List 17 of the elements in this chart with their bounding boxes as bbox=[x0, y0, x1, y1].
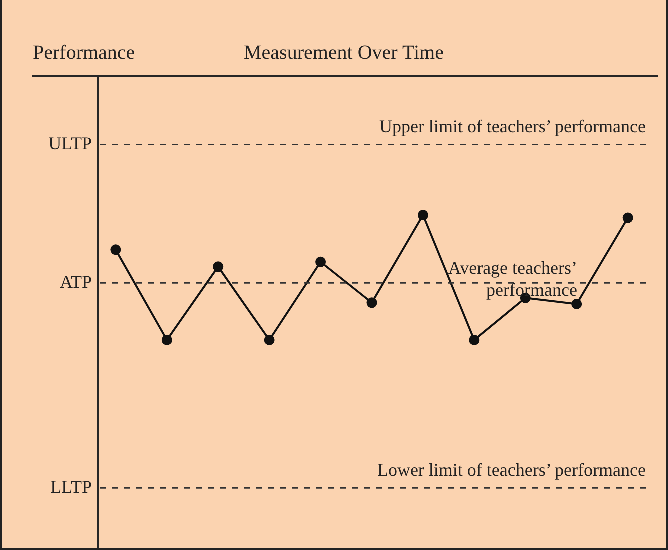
ref-line-label: Upper limit of teachers’ performance bbox=[379, 116, 646, 137]
point bbox=[572, 298, 582, 310]
point bbox=[162, 334, 172, 346]
text: ULTP bbox=[48, 134, 92, 154]
point bbox=[469, 334, 480, 346]
text: Performance bbox=[33, 42, 136, 65]
point bbox=[264, 334, 275, 346]
text: LLTP bbox=[50, 477, 92, 498]
ref-line-label: Lower limit of teachers’ performance bbox=[377, 460, 646, 480]
point bbox=[622, 212, 634, 224]
text: ATP bbox=[60, 272, 92, 292]
point bbox=[418, 210, 428, 221]
text: Measurement Over Time bbox=[244, 42, 444, 65]
point bbox=[110, 244, 122, 256]
point bbox=[366, 298, 378, 308]
point bbox=[316, 256, 326, 268]
point bbox=[213, 262, 224, 272]
